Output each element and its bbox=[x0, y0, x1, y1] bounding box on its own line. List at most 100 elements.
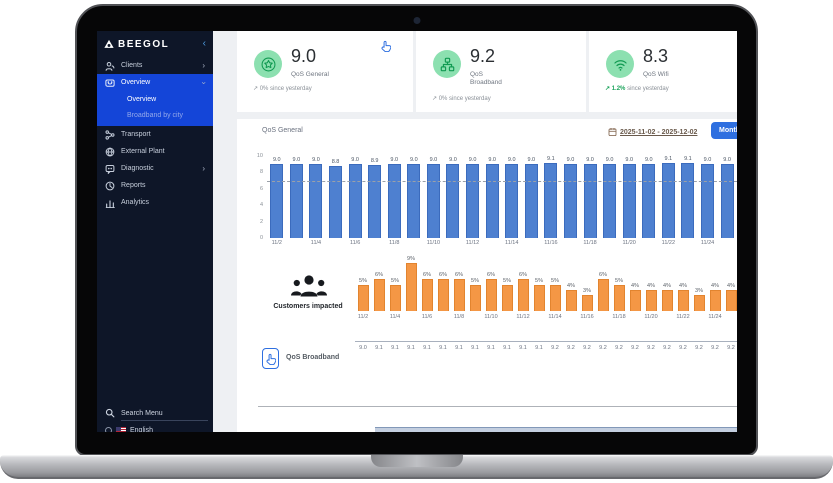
sidebar-item-analytics[interactable]: Analytics bbox=[97, 194, 213, 211]
y-tick-label: 8 bbox=[259, 169, 263, 176]
kpi-value: 9.0 bbox=[291, 46, 317, 66]
kpi-card-qos-general[interactable]: 9.0 QoS General ↗ 0% since yesterday bbox=[237, 31, 413, 112]
value-label: 9.2 bbox=[663, 345, 671, 351]
bar-column: 4% bbox=[707, 249, 723, 311]
bar-value-label: 3% bbox=[695, 288, 703, 295]
bar-value-label: 5% bbox=[535, 277, 543, 284]
x-tick-label bbox=[600, 240, 620, 246]
sidebar-item-clients[interactable]: Clients › bbox=[97, 57, 213, 74]
panel-divider bbox=[258, 406, 737, 407]
x-tick-label bbox=[443, 240, 463, 246]
bar-value-label: 6% bbox=[599, 272, 607, 279]
bar-column: 9.0 bbox=[580, 148, 600, 238]
x-tick-label: 11/24 bbox=[700, 240, 715, 246]
value-label: 9.2 bbox=[727, 345, 735, 351]
bar bbox=[533, 284, 545, 311]
bar bbox=[453, 279, 465, 311]
bar-value-label: 9.0 bbox=[410, 157, 418, 164]
bar bbox=[720, 164, 734, 238]
bar-value-label: 4% bbox=[631, 282, 639, 289]
date-range-text: 2025-11-02 - 2025-12-02 bbox=[620, 128, 698, 136]
x-tick-label bbox=[595, 314, 611, 320]
value-label: 9.2 bbox=[631, 345, 639, 351]
bar bbox=[446, 164, 460, 238]
bar-value-label: 5% bbox=[471, 277, 479, 284]
next-section-cutoff bbox=[375, 427, 737, 432]
bar-value-label: 9.0 bbox=[723, 157, 731, 164]
kpi-card-qos-broadband[interactable]: 9.2 QoS Broadband ↗ 0% since yesterday bbox=[416, 31, 586, 112]
date-range-picker[interactable]: 2025-11-02 - 2025-12-02 bbox=[608, 127, 697, 137]
laptop-lid: BEEGOL ‹ Clients › bbox=[75, 4, 758, 456]
bar-value-label: 6% bbox=[487, 272, 495, 279]
sidebar-item-diagnostic[interactable]: Diagnostic › bbox=[97, 160, 213, 177]
bar bbox=[387, 164, 401, 238]
x-tick-label: 11/24 bbox=[708, 314, 722, 320]
value-label: 9.0 bbox=[359, 345, 367, 351]
bar-value-label: 8.9 bbox=[370, 158, 379, 165]
bar-value-label: 4% bbox=[567, 282, 575, 289]
x-tick-label: 11/8 bbox=[453, 314, 465, 320]
value-label: 9.2 bbox=[583, 345, 591, 351]
sidebar-item-transport[interactable]: Transport bbox=[97, 126, 213, 143]
reference-line bbox=[267, 180, 737, 182]
bar-column: 9.0 bbox=[502, 148, 522, 238]
sidebar-subitem-overview[interactable]: Overview bbox=[127, 95, 157, 103]
x-tick-label: 11/18 bbox=[583, 240, 597, 246]
kpi-value: 8.3 bbox=[643, 46, 669, 66]
bar-value-label: 9.0 bbox=[390, 157, 399, 164]
value-label: 9.2 bbox=[647, 345, 655, 351]
value-label: 9.2 bbox=[695, 345, 703, 351]
bar-column: 4% bbox=[723, 249, 737, 311]
bar-value-label: 6% bbox=[439, 272, 447, 279]
language-selector[interactable]: English bbox=[105, 424, 153, 432]
bar bbox=[426, 164, 440, 238]
bar-column: 9.0 bbox=[384, 148, 404, 238]
period-button[interactable]: Month bbox=[711, 122, 737, 139]
bar bbox=[329, 165, 343, 238]
bar bbox=[405, 263, 417, 311]
sidebar-item-label: External Plant bbox=[121, 148, 165, 155]
section-top-border bbox=[355, 341, 737, 342]
bar-value-label: 9.0 bbox=[566, 157, 575, 164]
qos-broadband-hand-button[interactable] bbox=[262, 348, 279, 369]
sidebar-item-external-plant[interactable]: External Plant bbox=[97, 143, 213, 160]
value-label: 9.1 bbox=[391, 345, 399, 351]
x-tick-label: 11/18 bbox=[612, 314, 626, 320]
bar-column: 9.0 bbox=[522, 148, 542, 238]
bar-value-label: 5% bbox=[391, 277, 399, 284]
y-tick-label: 10 bbox=[256, 153, 263, 159]
bar-column: 4% bbox=[563, 249, 579, 311]
bar-column: 9.0 bbox=[698, 148, 718, 238]
hand-pointer-icon[interactable] bbox=[380, 39, 392, 53]
chevron-right-icon: › bbox=[202, 60, 205, 70]
sidebar-item-reports[interactable]: Reports bbox=[97, 177, 213, 194]
bar bbox=[565, 289, 577, 311]
x-tick-label: 11/12 bbox=[516, 314, 530, 320]
bar-value-label: 9.0 bbox=[468, 157, 477, 164]
kpi-card-qos-wifi[interactable]: 8.3 QoS Wifi ↗ 1.2% since yesterday bbox=[589, 31, 737, 112]
x-tick-label: 11/14 bbox=[505, 240, 519, 246]
sidebar-item-label: Analytics bbox=[121, 199, 150, 206]
sidebar-search[interactable]: Search Menu bbox=[105, 408, 209, 418]
bar-column: 9.0 bbox=[463, 148, 483, 238]
bar bbox=[469, 284, 481, 311]
bar-column: 9.0 bbox=[267, 148, 287, 238]
sidebar-group-overview: Overview › Overview Broadband by city bbox=[97, 74, 213, 126]
bar-column: 9.0 bbox=[287, 148, 307, 238]
kpi-delta: ↗ 0% since yesterday bbox=[253, 86, 312, 92]
sidebar-subitem-broadband-by-city[interactable]: Broadband by city bbox=[127, 111, 184, 119]
qos-broadband-value-row: 9.0 9.1 9.1 9.1 9.1 9.1 9.1 9.1 9.1 9.1 9.1 9.1 9.2 9… bbox=[355, 345, 737, 351]
sidebar-collapse-icon[interactable]: ‹ bbox=[202, 38, 206, 49]
sidebar-item-overview[interactable]: Overview › bbox=[97, 74, 213, 91]
bar bbox=[517, 279, 529, 311]
bar-value-label: 6% bbox=[455, 272, 463, 279]
bar-column: 4% bbox=[659, 249, 675, 311]
bar-value-label: 9.0 bbox=[586, 157, 594, 164]
value-label: 9.1 bbox=[503, 345, 511, 351]
x-tick-label: 11/22 bbox=[661, 240, 676, 246]
bar-column: 4% bbox=[627, 249, 643, 311]
bar-value-label: 9.0 bbox=[292, 157, 301, 164]
bar-column: 9.0 bbox=[600, 148, 620, 238]
bar-value-label: 4% bbox=[727, 282, 735, 289]
